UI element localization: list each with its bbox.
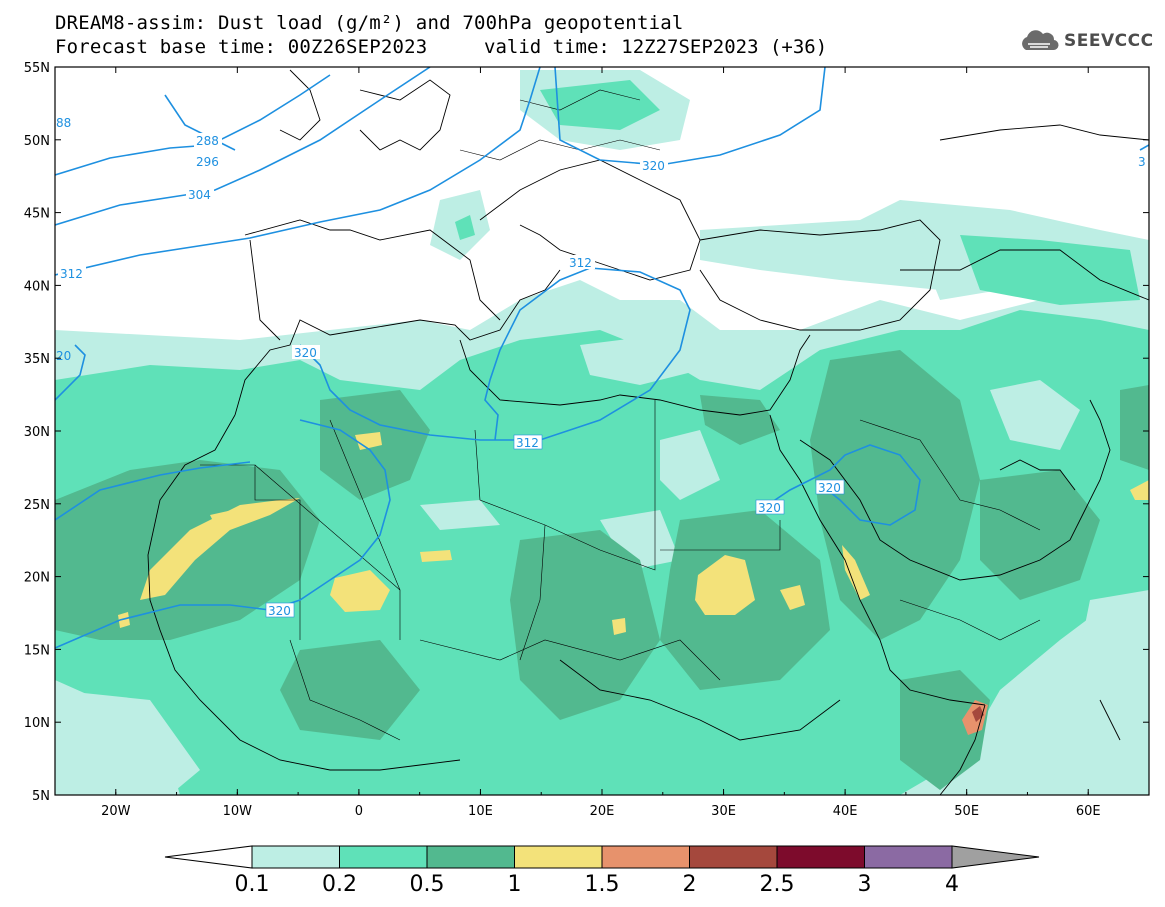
- seevccc-logo: SEEVCCC: [1018, 28, 1154, 54]
- logo-text: SEEVCCC: [1064, 31, 1154, 51]
- colorbar-label: 0.5: [410, 872, 445, 897]
- colorbar-segment: [776, 845, 865, 869]
- map-title: DREAM8-assim: Dust load (g/m²) and 700hP…: [55, 12, 684, 34]
- contour-label: 320: [642, 159, 665, 173]
- lat-label: 5N: [32, 789, 50, 804]
- colorbar-segment: [601, 845, 690, 869]
- lat-label: 30N: [24, 425, 50, 440]
- political-borders: [200, 89, 1041, 741]
- map-area: 288 296 304 312 320 312 312 320 320 320 …: [55, 67, 1149, 795]
- colorbar-segment: [251, 845, 340, 869]
- lat-label: 45N: [24, 207, 50, 222]
- lon-label: 60E: [1076, 804, 1101, 819]
- colorbar-segment: [514, 845, 603, 869]
- colorbar-segment: [689, 845, 778, 869]
- colorbar-segment: [864, 845, 953, 869]
- lon-label: 10E: [468, 804, 493, 819]
- dust-colorbar: 0.1 0.2 0.5 1 1.5 2 2.5 3 4: [164, 845, 1040, 897]
- contour-label: 3: [1138, 155, 1146, 169]
- forecast-base-time: Forecast base time: 00Z26SEP2023: [55, 36, 428, 58]
- contour-label: 296: [196, 155, 219, 169]
- colorbar-label: 2.5: [760, 872, 795, 897]
- contour-labels: 288 296 304 312 320 312 312 320 320 320 …: [56, 116, 1146, 618]
- contour-label: 312: [60, 267, 83, 281]
- lon-label: 50E: [954, 804, 979, 819]
- colorbar-label: 4: [945, 872, 959, 897]
- contour-label: 320: [818, 481, 841, 495]
- lon-label: 20W: [101, 804, 131, 819]
- coastlines: [147, 69, 1149, 795]
- dust-clear-patches: [55, 335, 1149, 795]
- lon-label: 20E: [590, 804, 615, 819]
- contour-label: 312: [516, 436, 539, 450]
- latitude-labels: 55N 50N 45N 40N 35N 30N 25N 20N 15N 10N 5N: [24, 61, 50, 804]
- lat-label: 40N: [24, 279, 50, 294]
- lat-label: 25N: [24, 498, 50, 513]
- lon-label: 0: [355, 804, 363, 819]
- lat-label: 20N: [24, 571, 50, 586]
- lat-label: 35N: [24, 352, 50, 367]
- contour-label: 288: [196, 134, 219, 148]
- contour-label: 88: [56, 116, 71, 130]
- colorbar-label: 0.1: [235, 872, 270, 897]
- lon-label: 10W: [223, 804, 253, 819]
- dust-shading-1.5-2: [962, 700, 988, 735]
- colorbar-label: 2: [683, 872, 697, 897]
- contour-label: 312: [569, 256, 592, 270]
- lon-label: 40E: [833, 804, 858, 819]
- lon-label: 30E: [711, 804, 736, 819]
- colorbar-segment: [426, 845, 515, 869]
- colorbar-label: 3: [858, 872, 872, 897]
- lat-label: 50N: [24, 134, 50, 149]
- valid-time: valid time: 12Z27SEP2023 (+36): [484, 36, 828, 58]
- colorbar-segment: [339, 845, 428, 869]
- colorbar-label: 1: [508, 872, 522, 897]
- lat-label: 55N: [24, 61, 50, 76]
- colorbar-over-arrow: [951, 845, 1040, 869]
- cloud-icon: [1022, 30, 1059, 51]
- contour-label: 320: [758, 501, 781, 515]
- axis-ticks: [54, 66, 1150, 796]
- contour-label: 20: [56, 349, 71, 363]
- dust-shading-1: [118, 432, 1149, 635]
- lat-label: 10N: [24, 716, 50, 731]
- colorbar-label: 0.2: [322, 872, 357, 897]
- longitude-labels: 20W 10W 0 10E 20E 30E 40E 50E 60E: [101, 804, 1101, 819]
- colorbar-under-arrow: [164, 845, 253, 869]
- lat-label: 15N: [24, 643, 50, 658]
- contour-label: 320: [268, 604, 291, 618]
- contour-label: 320: [294, 346, 317, 360]
- contour-label: 304: [188, 188, 211, 202]
- colorbar-label: 1.5: [585, 872, 620, 897]
